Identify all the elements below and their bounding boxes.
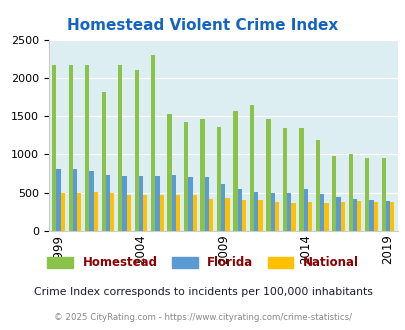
Bar — [167, 114, 171, 231]
Bar — [155, 176, 159, 231]
Bar — [324, 203, 328, 231]
Bar — [192, 195, 196, 231]
Bar — [77, 193, 81, 231]
Bar — [106, 175, 110, 231]
Bar — [110, 193, 114, 231]
Bar — [200, 119, 204, 231]
Bar — [73, 169, 77, 231]
Bar — [315, 140, 319, 231]
Bar — [336, 197, 340, 231]
Bar — [126, 195, 130, 231]
Bar — [176, 195, 180, 231]
Bar — [373, 202, 377, 231]
Bar — [94, 192, 98, 231]
Bar — [369, 200, 373, 231]
Bar — [298, 128, 303, 231]
Bar — [61, 193, 65, 231]
Bar — [183, 122, 188, 231]
Bar — [188, 178, 192, 231]
Text: Homestead Violent Crime Index: Homestead Violent Crime Index — [67, 18, 338, 33]
Bar — [364, 157, 369, 231]
Bar — [225, 198, 229, 231]
Bar — [381, 157, 385, 231]
Bar — [221, 184, 225, 231]
Bar — [282, 128, 286, 231]
Bar — [241, 200, 245, 231]
Bar — [389, 202, 393, 231]
Bar — [216, 127, 221, 231]
Bar — [303, 189, 307, 231]
Bar — [270, 193, 274, 231]
Bar — [249, 105, 254, 231]
Bar — [233, 111, 237, 231]
Bar — [254, 192, 258, 231]
Bar — [139, 176, 143, 231]
Bar — [286, 193, 291, 231]
Bar — [307, 202, 311, 231]
Bar — [118, 65, 122, 231]
Bar — [171, 175, 176, 231]
Bar — [385, 201, 389, 231]
Bar — [159, 195, 164, 231]
Bar — [134, 70, 139, 231]
Bar — [258, 200, 262, 231]
Bar — [89, 171, 94, 231]
Bar — [291, 203, 295, 231]
Bar — [237, 189, 241, 231]
Bar — [122, 176, 126, 231]
Bar — [331, 156, 336, 231]
Bar — [151, 55, 155, 231]
Bar — [52, 65, 56, 231]
Bar — [348, 154, 352, 231]
Bar — [266, 119, 270, 231]
Bar — [101, 92, 106, 231]
Bar — [340, 202, 344, 231]
Bar — [85, 65, 89, 231]
Bar — [352, 199, 356, 231]
Legend: Homestead, Florida, National: Homestead, Florida, National — [42, 252, 363, 274]
Bar — [319, 194, 324, 231]
Bar — [204, 178, 209, 231]
Bar — [143, 195, 147, 231]
Bar — [356, 201, 360, 231]
Bar — [209, 199, 213, 231]
Text: Crime Index corresponds to incidents per 100,000 inhabitants: Crime Index corresponds to incidents per… — [34, 287, 371, 297]
Bar — [68, 65, 73, 231]
Bar — [274, 202, 279, 231]
Bar — [56, 169, 61, 231]
Text: © 2025 CityRating.com - https://www.cityrating.com/crime-statistics/: © 2025 CityRating.com - https://www.city… — [54, 313, 351, 322]
